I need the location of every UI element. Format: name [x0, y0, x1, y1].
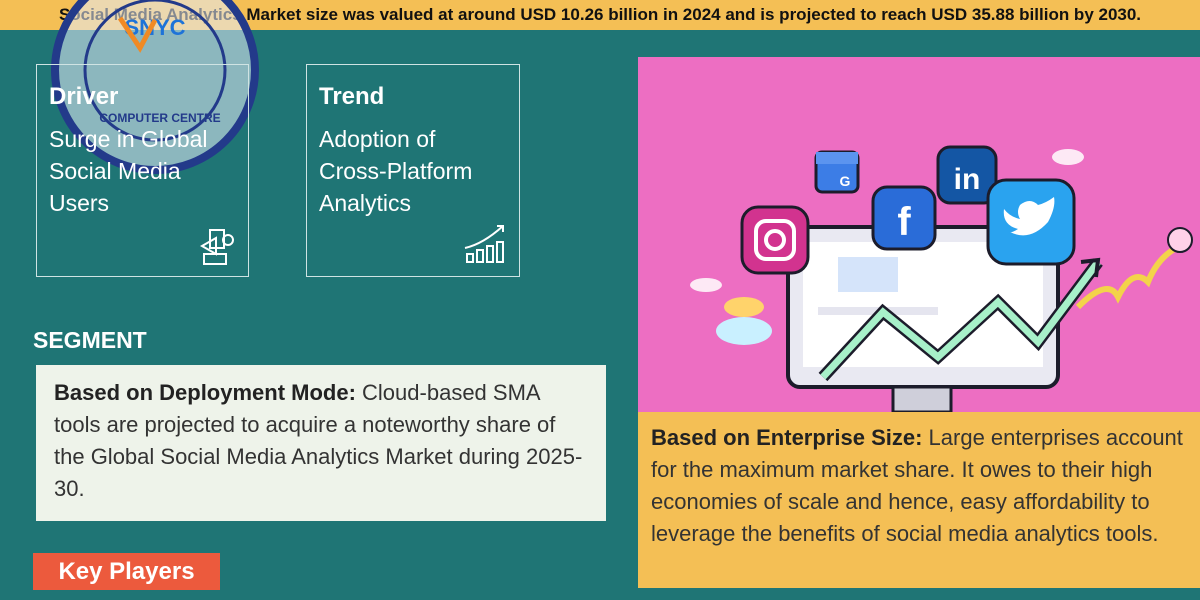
twitter-icon	[986, 178, 1076, 266]
driver-card: Driver Surge in Global Social Media User…	[36, 64, 249, 277]
enterprise-text: Large enterprises account for the maximu…	[651, 425, 1183, 546]
driver-text: Surge in Global Social Media Users	[49, 126, 208, 216]
logo-ring-text: COMPUTER CENTRE	[99, 111, 220, 125]
key-players-label: Key Players	[33, 553, 220, 590]
deployment-mode-box: Based on Deployment Mode: Cloud-based SM…	[36, 365, 606, 521]
svg-text:in: in	[954, 163, 981, 196]
instagram-icon	[740, 205, 810, 275]
trend-card: Trend Adoption of Cross-Platform Analyti…	[306, 64, 520, 277]
segment-heading: SEGMENT	[33, 327, 147, 353]
enterprise-label: Based on Enterprise Size:	[651, 425, 923, 450]
google-business-icon: G	[814, 150, 860, 194]
megaphone-icon	[199, 229, 234, 265]
snyc-logo: SNYC COMPUTER CENTRE	[51, 0, 259, 174]
banner-text: Social Media Analytics Market size was v…	[58, 5, 1142, 24]
driver-title: Driver	[49, 83, 119, 110]
svg-text:G: G	[840, 173, 851, 189]
svg-text:f: f	[897, 200, 911, 244]
trend-title: Trend	[319, 83, 385, 110]
deployment-label: Based on Deployment Mode:	[54, 380, 356, 405]
linkedin-icon: in	[936, 145, 998, 205]
deployment-text: Cloud-based SMA tools are projected to a…	[54, 380, 583, 501]
social-media-illustration: f in G	[638, 57, 1200, 412]
facebook-icon: f	[871, 185, 937, 251]
enterprise-size-box: Based on Enterprise Size: Large enterpri…	[638, 412, 1200, 588]
growth-chart-icon	[464, 225, 504, 263]
trend-text: Adoption of Cross-Platform Analytics	[319, 126, 473, 216]
